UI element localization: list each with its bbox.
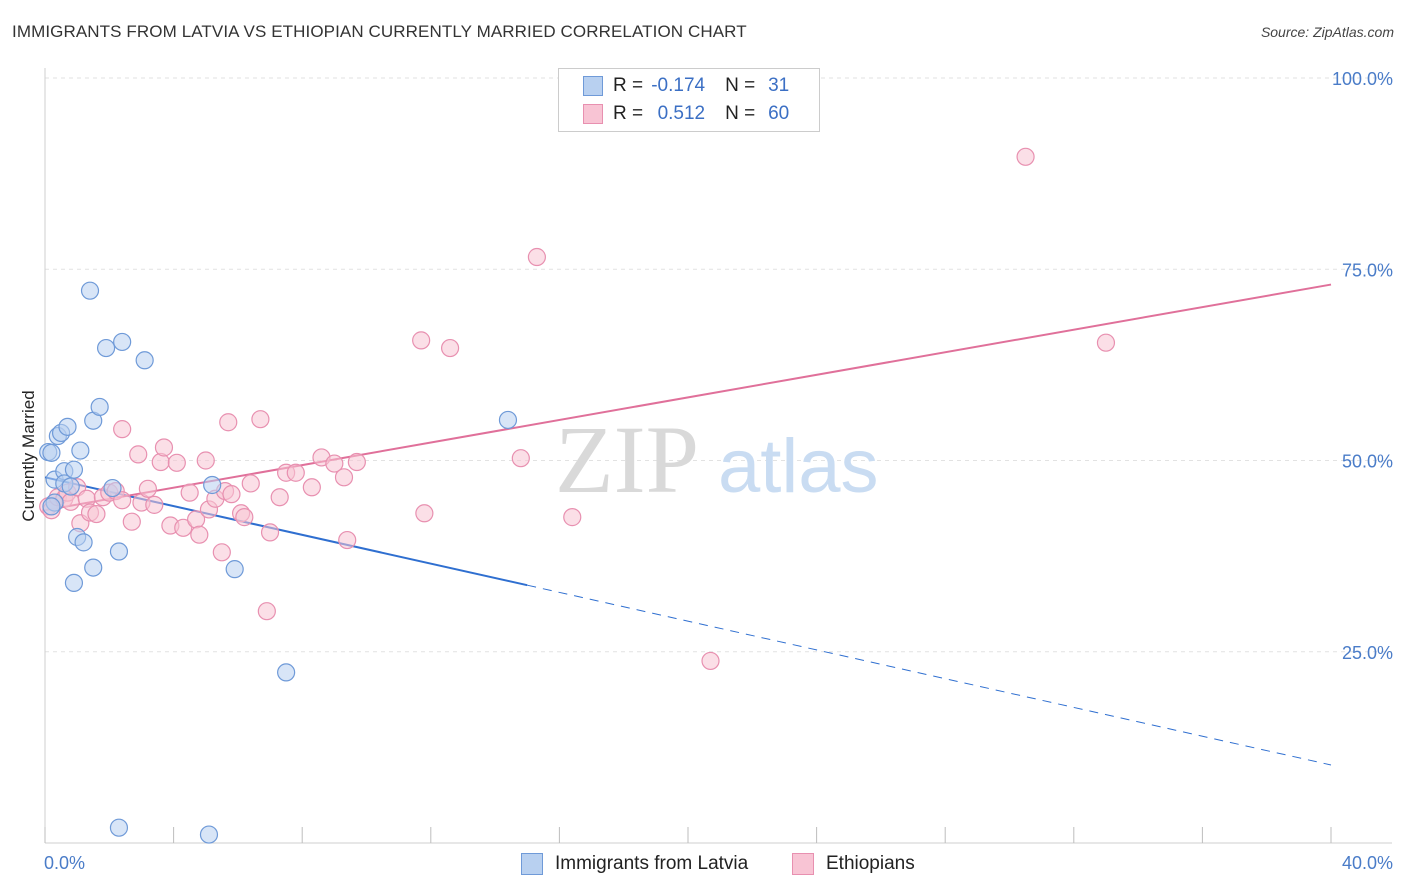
latvia-legend-label: Immigrants from Latvia <box>555 853 749 874</box>
grid-lines <box>45 77 1392 653</box>
ethiopian-point <box>167 453 186 472</box>
latvia-points <box>39 281 518 844</box>
ethiopian-point <box>251 410 270 429</box>
latvia-point <box>71 441 90 460</box>
chart-title: IMMIGRANTS FROM LATVIA VS ETHIOPIAN CURR… <box>12 22 747 41</box>
ethiopian-point <box>190 525 209 544</box>
ethiopian-point <box>174 518 193 537</box>
trend-lines <box>44 283 1332 766</box>
ethiopian-point <box>440 338 460 358</box>
ethiopian-point <box>241 474 260 493</box>
ethiopian-point <box>325 454 344 473</box>
latvia-point <box>42 497 61 516</box>
ethiopian-point <box>511 449 530 468</box>
latvia-swatch <box>583 76 603 96</box>
ethiopian-point <box>563 508 582 527</box>
ethiopian-point <box>1016 147 1035 166</box>
watermark-zip: ZIP <box>555 406 699 513</box>
ethiopian-point <box>113 420 132 439</box>
latvia-point <box>58 417 77 436</box>
ethiopian-point <box>260 523 280 542</box>
ethiopian-points <box>39 147 1116 671</box>
ethiopian-point <box>196 451 215 470</box>
latvia-point <box>61 477 80 496</box>
latvia-trend-extension <box>527 584 1332 766</box>
ethiopian-r-value: 0.512 <box>657 103 706 124</box>
ethiopian-point <box>338 530 357 550</box>
latvia-r-value: -0.174 <box>651 75 706 96</box>
x-tick-label-max: 40.0% <box>1342 853 1393 873</box>
ethiopian-swatch <box>583 104 603 124</box>
source-credit: Source: ZipAtlas.com <box>1260 24 1394 40</box>
ethiopian-point <box>415 504 434 523</box>
legend-row-ethiopian: R = 0.512 N = 60 <box>583 101 789 127</box>
y-axis-label: Currently Married <box>19 390 38 521</box>
x-tick-labels: 0.0% 40.0% <box>44 853 1393 873</box>
ethiopian-point <box>129 445 148 464</box>
latvia-point <box>199 825 219 844</box>
ethiopian-point <box>302 478 321 497</box>
latvia-point <box>90 397 109 417</box>
ethiopian-r-label: R = <box>613 103 644 124</box>
ethiopian-n-label: N = <box>725 103 756 124</box>
latvia-point <box>96 338 116 358</box>
y-tick-label: 50.0% <box>1342 452 1393 472</box>
ethiopian-point <box>180 483 199 502</box>
latvia-point <box>42 443 61 462</box>
ethiopian-point <box>222 485 241 504</box>
latvia-point <box>64 573 84 593</box>
latvia-r-label: R = <box>613 75 644 96</box>
latvia-point <box>80 281 100 300</box>
ethiopian-point <box>334 468 354 487</box>
y-tick-label: 75.0% <box>1342 260 1393 280</box>
ethiopian-point <box>412 331 431 350</box>
latvia-point <box>74 533 93 552</box>
ethiopian-n-value: 60 <box>768 103 790 124</box>
ethiopian-point <box>154 438 174 457</box>
ethiopian-legend-swatch <box>792 853 814 875</box>
ethiopian-legend-label: Ethiopians <box>826 853 915 874</box>
latvia-point <box>225 560 244 579</box>
ethiopian-point <box>138 479 157 498</box>
ethiopian-point <box>113 491 132 510</box>
ethiopian-point <box>701 651 720 671</box>
y-tick-labels: 25.0% 50.0% 75.0% 100.0% <box>1332 69 1393 663</box>
legend-item-ethiopians: Ethiopians <box>792 851 915 877</box>
correlation-legend: R = -0.174 N = 31 R = 0.512 N = 60 <box>558 68 820 132</box>
ethiopian-point <box>235 508 254 527</box>
latvia-legend-swatch <box>521 853 543 875</box>
latvia-point <box>203 475 222 495</box>
latvia-point <box>109 818 129 837</box>
y-tick-label: 25.0% <box>1342 643 1393 663</box>
ethiopian-point <box>286 463 305 482</box>
ethiopian-point <box>219 413 238 432</box>
ethiopian-point <box>270 488 289 507</box>
latvia-point <box>498 410 518 430</box>
ethiopian-point <box>257 602 276 621</box>
latvia-point <box>64 460 84 479</box>
ethiopian-trend-line <box>44 283 1332 512</box>
ethiopian-point <box>122 512 141 531</box>
ethiopian-point <box>1096 333 1116 352</box>
ethiopian-point <box>87 504 106 524</box>
legend-item-latvia: Immigrants from Latvia <box>521 851 748 877</box>
latvia-point <box>277 663 296 682</box>
latvia-point <box>109 542 129 561</box>
y-tick-label: 100.0% <box>1332 69 1393 89</box>
ethiopian-point <box>527 247 546 267</box>
ethiopian-point <box>212 543 231 562</box>
latvia-point <box>113 332 132 352</box>
latvia-point <box>84 558 103 577</box>
latvia-n-value: 31 <box>768 75 790 96</box>
x-tick-label-min: 0.0% <box>44 853 85 873</box>
latvia-n-label: N = <box>725 75 756 96</box>
watermark-atlas: atlas <box>718 424 879 509</box>
ethiopian-point <box>145 495 164 514</box>
latvia-point <box>135 351 154 370</box>
legend-row-latvia: R = -0.174 N = 31 <box>583 73 789 99</box>
ethiopian-point <box>347 452 366 472</box>
latvia-point <box>103 478 122 498</box>
